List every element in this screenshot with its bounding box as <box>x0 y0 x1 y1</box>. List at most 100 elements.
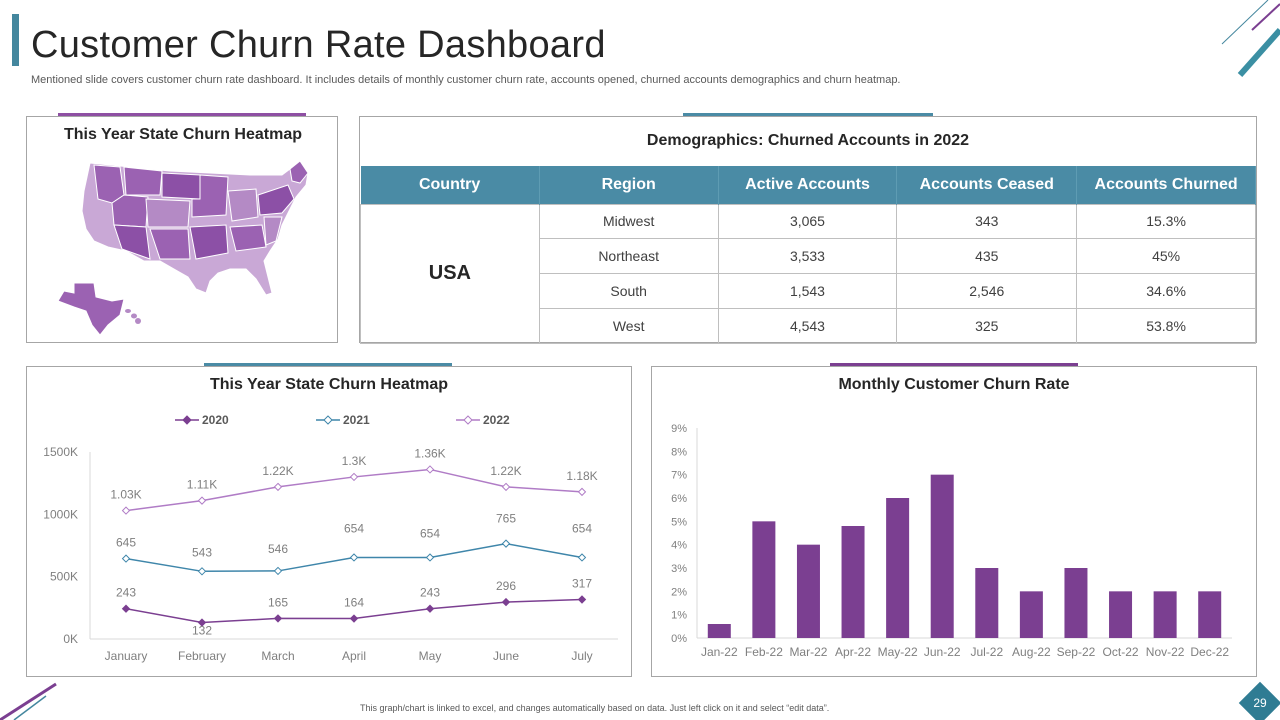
table-cell: 343 <box>896 203 1078 240</box>
data-label-2022: 1.03K <box>110 488 141 502</box>
bar-Feb-22 <box>752 521 776 638</box>
table-header-row: Country Region Active Accounts Accounts … <box>360 166 1256 204</box>
data-label-2022: 1.22K <box>490 464 521 478</box>
data-label-2020: 165 <box>268 595 288 609</box>
bar-y-tick: 1% <box>671 610 687 622</box>
data-label-2021: 645 <box>116 536 136 550</box>
bar-Nov-22 <box>1153 591 1177 638</box>
bar-y-tick: 9% <box>671 423 687 435</box>
bar-Apr-22 <box>841 526 865 638</box>
line-x-tick: May <box>419 649 442 663</box>
bar-y-tick: 0% <box>671 633 687 645</box>
bar-Dec-22 <box>1198 591 1222 638</box>
table-cell: 15.3% <box>1076 203 1256 240</box>
data-point-2020 <box>197 618 207 627</box>
bar-x-tick: Jul-22 <box>970 645 1003 659</box>
data-point-2022 <box>425 465 435 474</box>
bar-y-tick: 3% <box>671 563 687 575</box>
data-point-2021 <box>501 539 511 548</box>
bar-y-tick: 8% <box>671 446 687 458</box>
data-label-2021: 654 <box>572 521 592 535</box>
line-y-tick: 500K <box>50 570 78 584</box>
data-point-2021 <box>577 553 587 562</box>
legend-label-2022: 2022 <box>483 413 510 427</box>
legend-marker-2021 <box>323 415 333 425</box>
line-x-tick: February <box>178 649 226 663</box>
bar-Jun-22 <box>930 474 954 638</box>
bar-Mar-22 <box>796 544 820 638</box>
footer-note: This graph/chart is linked to excel, and… <box>360 703 830 713</box>
data-label-2021: 654 <box>344 521 364 535</box>
bar-panel-tab <box>830 363 1078 366</box>
map-panel-title: This Year State Churn Heatmap <box>64 126 302 143</box>
table-cell: 4,543 <box>717 307 898 344</box>
data-point-2020 <box>577 595 587 604</box>
table-cell: 3,533 <box>717 238 898 274</box>
table-cell: 45% <box>1076 238 1256 274</box>
data-label-2020: 164 <box>344 596 364 610</box>
line-x-tick: July <box>571 649 592 663</box>
line-chart-title: This Year State Churn Heatmap <box>210 376 448 393</box>
legend-marker-2020 <box>182 415 192 425</box>
bar-May-22 <box>886 498 910 638</box>
page-subtitle: Mentioned slide covers customer churn ra… <box>31 74 901 86</box>
data-label-2020: 132 <box>192 624 212 638</box>
data-label-2022: 1.18K <box>566 469 597 483</box>
table-cell: 53.8% <box>1076 307 1256 344</box>
data-label-2020: 243 <box>420 586 440 600</box>
bar-x-tick: Jan-22 <box>701 645 738 659</box>
bar-x-tick: Mar-22 <box>789 645 827 659</box>
data-point-2020 <box>121 604 131 613</box>
bar-x-tick: May-22 <box>878 645 918 659</box>
page-title: Customer Churn Rate Dashboard <box>31 24 606 66</box>
table-row: USA Midwest 3,065 343 15.3% <box>360 203 1256 344</box>
country-cell: USA <box>360 203 540 344</box>
line-y-tick: 0K <box>63 632 78 646</box>
data-label-2021: 765 <box>496 512 516 526</box>
data-label-2020: 243 <box>116 586 136 600</box>
bar-Jan-22 <box>707 624 731 638</box>
data-label-2020: 317 <box>572 576 592 590</box>
demographics-table: Country Region Active Accounts Accounts … <box>360 166 1256 344</box>
table-cell: Northeast <box>538 238 719 274</box>
data-point-2022 <box>197 496 207 505</box>
data-point-2022 <box>577 487 587 497</box>
data-point-2022 <box>273 482 283 492</box>
table-cell: 34.6% <box>1076 273 1256 309</box>
corner-decoration <box>1221 0 1280 77</box>
bar-x-tick: Aug-22 <box>1012 645 1051 659</box>
line-panel-tab <box>204 363 452 366</box>
bar-x-tick: Jun-22 <box>924 645 961 659</box>
data-point-2022 <box>349 472 359 482</box>
bar-x-tick: Dec-22 <box>1190 645 1229 659</box>
data-point-2022 <box>501 482 511 492</box>
map-panel-tab <box>58 113 306 116</box>
corner-decoration-bottom <box>0 682 57 720</box>
col-accounts-ceased: Accounts Ceased <box>896 166 1078 204</box>
data-label-2021: 546 <box>268 542 288 556</box>
bar-y-tick: 6% <box>671 493 687 505</box>
legend-marker-2022 <box>463 415 473 425</box>
line-y-tick: 1500K <box>43 445 78 459</box>
page-number: 29 <box>1253 696 1267 710</box>
data-label-2022: 1.3K <box>342 454 367 468</box>
line-x-tick: January <box>105 649 148 663</box>
demographics-title: Demographics: Churned Accounts in 2022 <box>646 132 970 149</box>
data-label-2022: 1.36K <box>414 446 445 460</box>
data-point-2021 <box>121 554 131 563</box>
data-point-2021 <box>197 567 207 576</box>
legend-label-2020: 2020 <box>202 413 229 427</box>
bar-x-tick: Oct-22 <box>1103 645 1139 659</box>
line-x-tick: June <box>493 649 519 663</box>
bar-y-tick: 5% <box>671 516 687 528</box>
data-point-2020 <box>425 604 435 613</box>
bar-Sep-22 <box>1064 568 1088 638</box>
line-x-tick: March <box>261 649 294 663</box>
col-country: Country <box>360 166 540 204</box>
data-point-2021 <box>273 566 283 576</box>
bar-y-tick: 4% <box>671 540 687 552</box>
data-label-2020: 296 <box>496 579 516 593</box>
col-accounts-churned: Accounts Churned <box>1076 166 1256 204</box>
